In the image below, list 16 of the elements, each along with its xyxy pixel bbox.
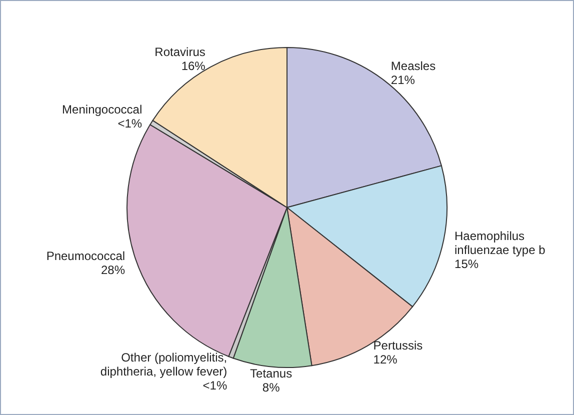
data-label: <1% bbox=[118, 116, 142, 130]
slice-label: Rotavirus bbox=[154, 45, 206, 60]
data-label: 8% bbox=[262, 380, 280, 394]
slice-label: Other (poliomyelitis, diphtheria, yellow fever) bbox=[100, 350, 228, 379]
data-label: 12% bbox=[373, 352, 398, 366]
data-label: 28% bbox=[101, 262, 126, 277]
data-label: 16% bbox=[181, 59, 206, 74]
slice-label: Tetanus bbox=[250, 366, 292, 380]
slice-label: Haemophilus influenzae type b bbox=[454, 229, 546, 258]
data-label: <1% bbox=[202, 378, 228, 393]
slice-label: Pneumococcal bbox=[46, 248, 126, 263]
data-label: 21% bbox=[390, 72, 416, 87]
slice-label: Meningococcal bbox=[62, 102, 142, 116]
slice-label: Pertussis bbox=[373, 338, 423, 352]
slice-label: Measles bbox=[390, 58, 436, 73]
data-label: 15% bbox=[454, 257, 479, 272]
